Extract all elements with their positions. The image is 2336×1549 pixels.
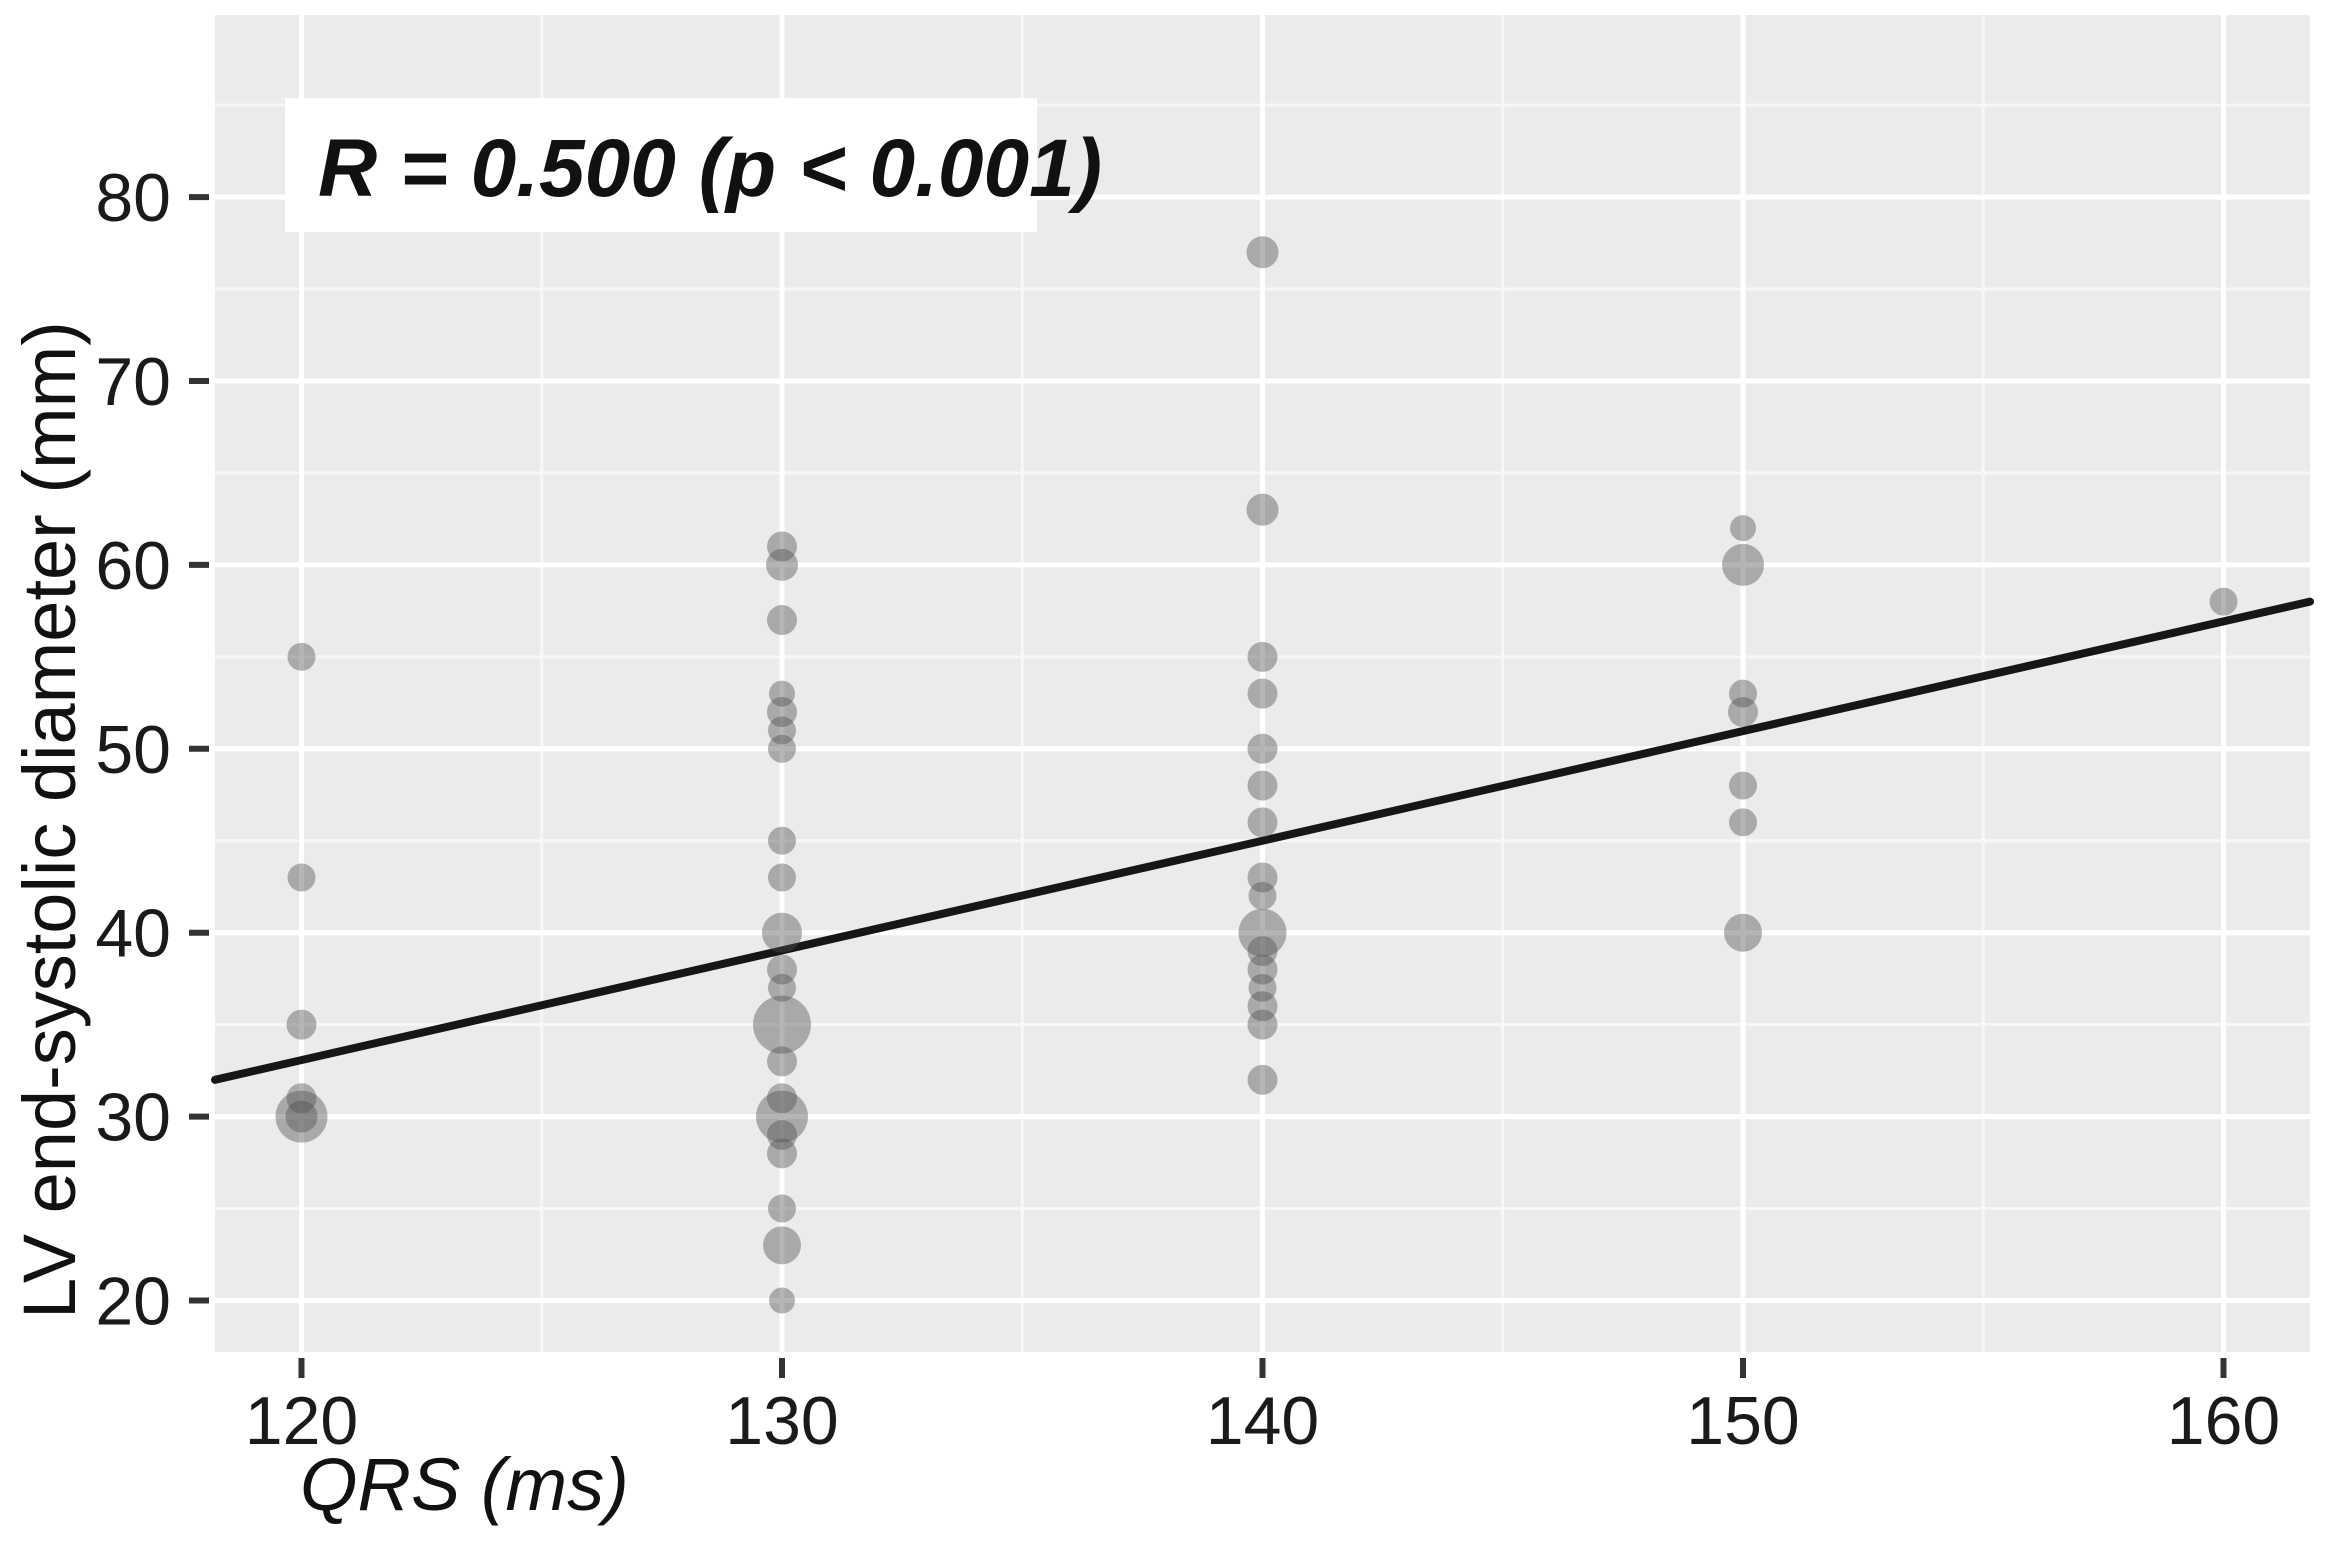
data-point [1247, 1064, 1278, 1095]
y-tick-label: 50 [95, 712, 171, 788]
annotation-box [285, 98, 1037, 232]
data-point [1247, 678, 1278, 709]
data-point [1728, 697, 1759, 728]
data-point [768, 1287, 795, 1314]
data-point [1247, 991, 1278, 1022]
data-point [2209, 587, 2238, 616]
data-point [1247, 862, 1278, 893]
data-point [766, 1119, 797, 1150]
y-tick-label: 30 [95, 1080, 171, 1156]
data-point [1247, 936, 1278, 967]
data-point [1729, 679, 1758, 708]
data-point [767, 1194, 796, 1223]
data-point [766, 1138, 797, 1169]
x-tick-labels: 120 130 140 150 160 [245, 1383, 2280, 1459]
y-tick-label: 20 [95, 1264, 171, 1340]
data-point [1246, 236, 1279, 269]
data-point [767, 973, 796, 1002]
data-point [752, 995, 811, 1054]
data-point [762, 1226, 801, 1265]
axis-tick-marks [189, 194, 2227, 1378]
data-point [768, 680, 795, 707]
data-point [766, 605, 797, 636]
data-point [286, 1083, 317, 1114]
data-point [286, 1009, 317, 1040]
data-point [755, 1090, 808, 1143]
data-point [1238, 908, 1287, 957]
y-tick-label: 80 [95, 160, 171, 236]
data-point [285, 1100, 318, 1133]
data-point [1247, 807, 1278, 838]
data-point [1729, 808, 1758, 837]
data-point [1247, 733, 1278, 764]
x-tick-label: 140 [1206, 1383, 1319, 1459]
data-point [1729, 771, 1758, 800]
data-point [1246, 493, 1279, 526]
data-point [767, 863, 796, 892]
x-tick-label: 160 [2167, 1383, 2280, 1459]
data-point [767, 734, 796, 763]
x-tick-label: 130 [725, 1383, 838, 1459]
data-point [766, 697, 797, 728]
regression-line [211, 597, 2314, 1084]
data-point [765, 548, 798, 581]
data-point [1248, 973, 1277, 1002]
data-point [1730, 515, 1757, 542]
correlation-annotation: R = 0.500 (p < 0.001) [318, 123, 1102, 214]
major-gridlines [215, 15, 2310, 1352]
data-point [1247, 770, 1278, 801]
data-point [275, 1090, 328, 1143]
y-tick-label: 60 [95, 528, 171, 604]
data-point [767, 716, 796, 745]
x-tick-label: 120 [245, 1383, 358, 1459]
data-point [1247, 641, 1278, 672]
data-point [1247, 1009, 1278, 1040]
data-point [761, 912, 802, 953]
data-point [766, 954, 797, 985]
y-tick-labels: 20 30 40 50 60 70 80 [95, 160, 171, 1339]
data-point [766, 1083, 797, 1114]
data-point [766, 531, 797, 562]
data-points [275, 236, 2238, 1314]
data-point [287, 863, 316, 892]
data-point [1722, 543, 1765, 586]
data-point [766, 1046, 797, 1077]
data-point [1248, 881, 1277, 910]
data-point [1247, 954, 1278, 985]
y-tick-label: 40 [95, 896, 171, 972]
x-axis-title: QRS (ms) [300, 1443, 629, 1526]
data-point [287, 642, 316, 671]
data-point [1724, 913, 1763, 952]
y-tick-label: 70 [95, 344, 171, 420]
y-axis-title: LV end-systolic diameter (mm) [8, 321, 91, 1319]
data-point [767, 826, 796, 855]
x-tick-label: 150 [1686, 1383, 1799, 1459]
